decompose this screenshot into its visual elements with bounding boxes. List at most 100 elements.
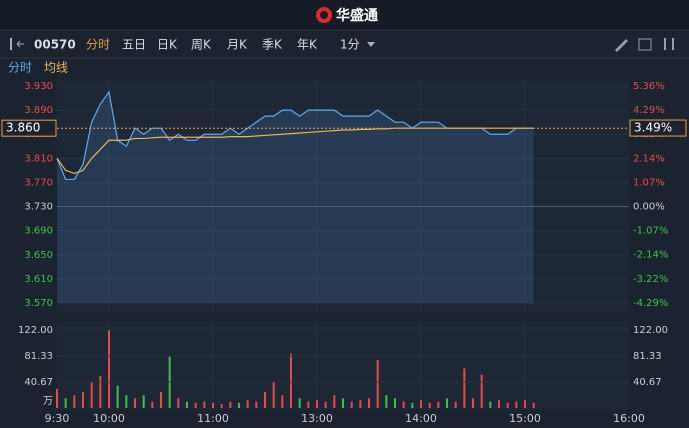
tab[interactable]: 年K: [297, 38, 318, 52]
tab[interactable]: 日K: [157, 38, 178, 52]
y-tick-label: 3.690: [24, 226, 53, 237]
y-tick-label: 3.610: [24, 274, 53, 285]
volume-bar: [480, 374, 483, 408]
volume-bar: [368, 398, 370, 408]
x-tick-label: 9:30: [45, 412, 70, 425]
tab[interactable]: 季K: [262, 38, 283, 52]
volume-bar: [506, 402, 509, 408]
dropdown-arrow[interactable]: [367, 42, 375, 47]
volume-bar: [298, 398, 301, 408]
volume-bar: [272, 382, 275, 408]
volume-bar: [394, 398, 396, 408]
y2-tick-label: -2.14%: [633, 250, 668, 261]
interval-select[interactable]: 1分: [340, 38, 360, 52]
volume-bar: [90, 382, 93, 408]
tab[interactable]: 五日: [122, 38, 146, 52]
current-price-box: [1, 119, 57, 137]
x-tick-label: 15:00: [509, 412, 541, 425]
volume-bar: [186, 401, 188, 408]
volume-bar: [498, 400, 500, 408]
volume-bar: [212, 402, 214, 408]
tab[interactable]: 月K: [227, 38, 248, 52]
volume-bar: [255, 401, 258, 408]
title-bar: [0, 0, 689, 30]
y2-tick-label: 1.07%: [633, 177, 665, 188]
price-area: [57, 92, 534, 304]
volume-bar: [342, 398, 344, 408]
volume-bar: [402, 401, 405, 408]
volume-bar: [264, 392, 266, 408]
stock-code: 00570: [34, 38, 76, 52]
legend-entry[interactable]: 分时: [8, 61, 32, 75]
volume-bar: [125, 395, 128, 408]
volume-bar: [411, 402, 414, 408]
volume-bar: [203, 401, 206, 408]
x-tick-label: 13:00: [301, 412, 333, 425]
y-tick-label: 3.770: [24, 177, 53, 188]
y2-tick-label: -4.29%: [633, 298, 668, 309]
volume-bar: [151, 401, 154, 408]
volume-bar: [333, 395, 336, 408]
y-tick-label: 3.930: [24, 81, 53, 92]
y-tick-label: 3.730: [24, 202, 53, 213]
volume-bar: [160, 392, 162, 408]
volume-bar: [454, 401, 457, 408]
draw-tool[interactable]: [615, 39, 628, 52]
tab[interactable]: 周K: [191, 38, 212, 52]
volume-bar: [316, 400, 318, 408]
y-tick-label: 3.890: [24, 105, 53, 116]
volume-bar: [194, 402, 197, 408]
x-tick-label: 14:00: [405, 412, 437, 425]
volume-bar: [99, 376, 102, 408]
volume-bar: [489, 401, 492, 408]
current-price-label: 3.860: [6, 121, 40, 135]
volume-bar: [463, 368, 466, 408]
y2-tick-label: 0.00%: [633, 202, 665, 213]
legend-entry[interactable]: 均线: [44, 61, 68, 75]
logo-text: 华盛通: [336, 7, 378, 24]
current-change-label: 3.49%: [634, 121, 672, 135]
volume-bar: [82, 392, 84, 408]
y-tick-label: 3.570: [24, 298, 53, 309]
tab[interactable]: 分时: [86, 38, 110, 52]
volume-bar: [229, 401, 232, 408]
y-tick-label: 81.33: [24, 351, 53, 362]
y2-tick-label: 5.36%: [633, 81, 665, 92]
y2-tick-label: 2.14%: [633, 153, 665, 164]
volume-bar: [246, 400, 249, 408]
volume-bar: [307, 401, 310, 408]
x-tick-label: 10:00: [93, 412, 125, 425]
expand-tool[interactable]: [638, 38, 652, 51]
y-tick-label: 3.650: [24, 250, 53, 261]
volume-bar: [359, 400, 362, 408]
current-change-box: [629, 119, 687, 137]
y2-tick-label: 40.67: [633, 377, 662, 388]
volume-bar: [428, 402, 431, 408]
x-tick-label: 16:00: [613, 412, 645, 425]
volume-bar: [116, 385, 119, 408]
volume-bar: [420, 400, 422, 408]
volume-bar: [73, 395, 76, 408]
y2-tick-label: 81.33: [633, 351, 662, 362]
y-tick-label: 3.810: [24, 153, 53, 164]
y-tick-label: 40.67: [24, 377, 53, 388]
volume-bar: [142, 395, 145, 408]
volume-bar: [134, 398, 136, 408]
volume-panel: [57, 322, 629, 410]
volume-bar: [64, 398, 67, 408]
volume-bar: [437, 401, 440, 408]
volume-bar: [56, 388, 58, 408]
volume-bar: [472, 398, 474, 408]
collapse-button[interactable]: [10, 38, 24, 50]
volume-bar: [532, 402, 535, 408]
volume-bar: [376, 360, 379, 408]
volume-unit: 万: [43, 396, 53, 407]
volume-bar: [220, 404, 223, 408]
fullscreen-tool[interactable]: [664, 38, 674, 50]
volume-bar: [524, 400, 526, 408]
x-tick-label: 11:00: [197, 412, 229, 425]
y2-tick-label: -3.22%: [633, 274, 668, 285]
y2-tick-label: -1.07%: [633, 226, 668, 237]
volume-bar: [350, 401, 353, 408]
